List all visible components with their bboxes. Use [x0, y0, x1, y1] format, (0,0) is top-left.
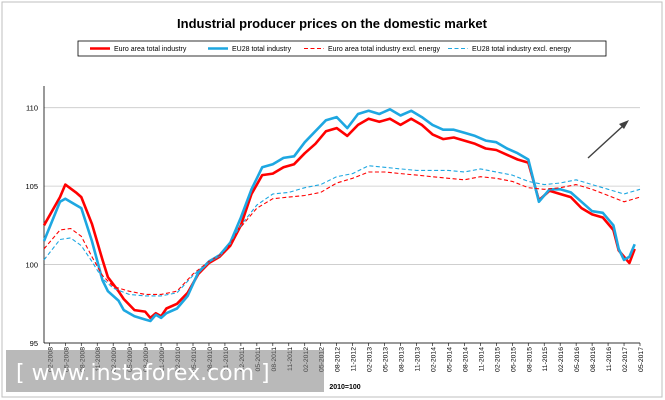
x-tick-label: 02-2015 — [494, 347, 501, 372]
y-tick-label: 95 — [30, 339, 38, 348]
x-tick-label: 08-2015 — [526, 347, 533, 372]
watermark: [ www.instaforex.com ] — [6, 350, 324, 392]
trend-arrow — [587, 120, 629, 159]
x-tick-label: 11-2012 — [351, 347, 358, 372]
legend-label-3: Euro area total industry excl. energy — [328, 46, 441, 53]
x-tick-label: 02-2013 — [367, 347, 374, 372]
watermark-text: [ www.instaforex.com ] — [16, 361, 270, 386]
x-tick-label: 05-2016 — [574, 347, 581, 372]
series-group — [42, 108, 641, 323]
x-tick-label: 08-2014 — [462, 347, 469, 372]
y-tick-label: 100 — [25, 261, 38, 270]
chart-title: Industrial producer prices on the domest… — [177, 16, 488, 31]
x-tick-label: 02-2014 — [430, 347, 437, 372]
legend-label-2: EU28 total industry — [232, 46, 292, 53]
x-tick-label: 02-2016 — [558, 347, 565, 372]
x-tick-label: 08-2016 — [590, 347, 597, 372]
y-axis: 95 100 105 110 — [25, 86, 640, 348]
series-line-2 — [42, 108, 636, 323]
x-tick-label: 08-2013 — [399, 347, 406, 372]
legend-label-4: EU28 total industry excl. energy — [472, 46, 571, 53]
series-line-4 — [43, 165, 641, 297]
y-tick-label: 105 — [25, 182, 38, 191]
x-tick-label: 05-2014 — [446, 347, 453, 372]
legend-box — [77, 40, 607, 57]
y-tick-label: 110 — [26, 104, 38, 113]
x-tick-label: 11-2015 — [542, 347, 549, 372]
series-line-3 — [43, 171, 641, 295]
x-tick-label: 05-2013 — [383, 347, 390, 372]
x-tick-label: 05-2017 — [638, 347, 645, 372]
legend-label-1: Euro area total industry — [114, 46, 187, 53]
x-axis-label: 2010=100 — [329, 384, 360, 391]
x-tick-label: 11-2016 — [606, 347, 613, 372]
legend: Euro area total industry EU28 total indus… — [77, 40, 607, 57]
x-tick-label: 11-2013 — [415, 347, 422, 372]
x-tick-label: 02-2017 — [622, 347, 629, 372]
x-tick-label: 05-2015 — [510, 347, 517, 372]
x-tick-label: 11-2014 — [478, 347, 485, 372]
x-tick-label: 08-2012 — [335, 347, 342, 372]
